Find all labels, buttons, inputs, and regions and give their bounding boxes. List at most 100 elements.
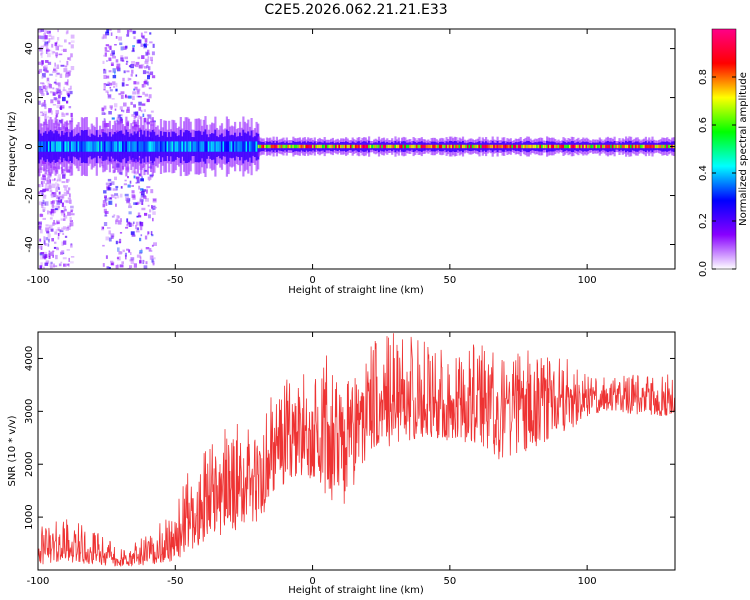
noise-speck xyxy=(102,60,105,64)
band-cell xyxy=(239,141,242,152)
snr-x-label: Height of straight line (km) xyxy=(288,585,424,596)
noise-speck xyxy=(41,51,44,54)
noise-speck xyxy=(147,49,150,54)
band-cell xyxy=(611,144,614,149)
noise-speck xyxy=(57,174,61,179)
noise-speck xyxy=(140,188,144,191)
noise-speck xyxy=(40,35,45,40)
x-tick-label: 50 xyxy=(443,275,456,286)
noise-speck xyxy=(122,249,125,253)
noise-speck xyxy=(144,38,148,43)
noise-speck xyxy=(105,236,110,241)
noise-speck xyxy=(141,191,145,196)
noise-speck xyxy=(145,261,148,265)
y-tick-label: 2000 xyxy=(24,451,35,476)
band-cell xyxy=(225,141,228,152)
noise-speck xyxy=(137,89,140,93)
y-tick-label: 0 xyxy=(24,143,35,149)
noise-speck xyxy=(45,183,47,186)
noise-speck xyxy=(129,180,132,184)
band-cell xyxy=(412,144,415,149)
noise-speck xyxy=(116,263,119,267)
band-cell xyxy=(498,144,501,149)
band-cell xyxy=(320,144,323,149)
noise-speck xyxy=(67,197,71,200)
noise-speck xyxy=(139,260,142,264)
band-cell xyxy=(574,144,577,149)
noise-speck xyxy=(50,265,53,269)
noise-speck xyxy=(61,204,64,207)
noise-speck xyxy=(103,88,106,91)
noise-speck xyxy=(45,88,48,90)
band-cell xyxy=(440,144,443,149)
band-cell xyxy=(341,144,344,149)
noise-speck xyxy=(126,60,129,63)
x-tick-label: 0 xyxy=(309,275,315,286)
noise-speck xyxy=(59,105,63,110)
band-cell xyxy=(300,144,303,149)
noise-speck xyxy=(132,221,135,224)
noise-speck xyxy=(105,182,110,186)
noise-speck xyxy=(63,86,65,91)
noise-speck xyxy=(137,116,141,120)
noise-speck xyxy=(38,221,42,226)
band-cell xyxy=(536,144,539,149)
band-cell xyxy=(471,144,474,149)
noise-speck xyxy=(115,186,118,191)
noise-speck xyxy=(56,64,60,69)
noise-speck xyxy=(126,218,129,223)
y-tick-label: -20 xyxy=(24,187,35,203)
noise-speck xyxy=(38,86,42,90)
noise-speck xyxy=(106,29,109,33)
band-cell xyxy=(437,144,440,149)
noise-speck xyxy=(55,82,59,86)
noise-speck xyxy=(58,263,62,267)
noise-speck xyxy=(103,105,107,110)
noise-speck xyxy=(55,52,58,57)
noise-speck xyxy=(67,79,69,83)
noise-speck xyxy=(131,194,136,198)
band-cell xyxy=(363,144,366,149)
band-cell xyxy=(593,144,596,149)
band-cell xyxy=(219,141,222,152)
noise-speck xyxy=(41,60,44,65)
band-cell xyxy=(575,144,578,149)
band-cell xyxy=(486,144,489,149)
band-cell xyxy=(470,144,473,149)
band-cell xyxy=(547,144,550,149)
band-cell xyxy=(557,144,560,149)
band-cell xyxy=(399,144,402,149)
noise-speck xyxy=(57,37,60,41)
band-cell xyxy=(77,141,80,152)
noise-speck xyxy=(66,263,70,266)
band-cell xyxy=(270,144,273,149)
noise-speck xyxy=(126,198,131,202)
noise-speck xyxy=(138,173,141,176)
band-cell xyxy=(247,141,250,152)
noise-speck xyxy=(105,90,109,93)
noise-speck xyxy=(70,112,73,118)
noise-speck xyxy=(64,186,67,191)
band-cell xyxy=(136,141,139,152)
noise-speck xyxy=(111,50,115,54)
snr-x-axis: -100 -50 0 50 100 xyxy=(27,332,597,587)
noise-speck xyxy=(132,91,137,95)
band-cell xyxy=(131,141,135,152)
noise-speck xyxy=(146,71,149,74)
band-cell xyxy=(80,141,83,152)
noise-speck xyxy=(48,253,51,257)
noise-speck xyxy=(131,170,134,174)
noise-speck xyxy=(141,35,145,38)
noise-speck xyxy=(139,221,144,227)
noise-speck xyxy=(104,52,107,57)
noise-speck xyxy=(148,249,153,252)
noise-speck xyxy=(149,41,153,44)
noise-speck xyxy=(140,63,145,68)
band-cell xyxy=(224,141,227,152)
noise-speck xyxy=(46,230,50,234)
noise-speck xyxy=(43,66,46,69)
band-cell xyxy=(178,141,181,152)
noise-speck xyxy=(127,176,129,179)
band-cell xyxy=(648,144,651,149)
noise-speck xyxy=(151,234,154,237)
